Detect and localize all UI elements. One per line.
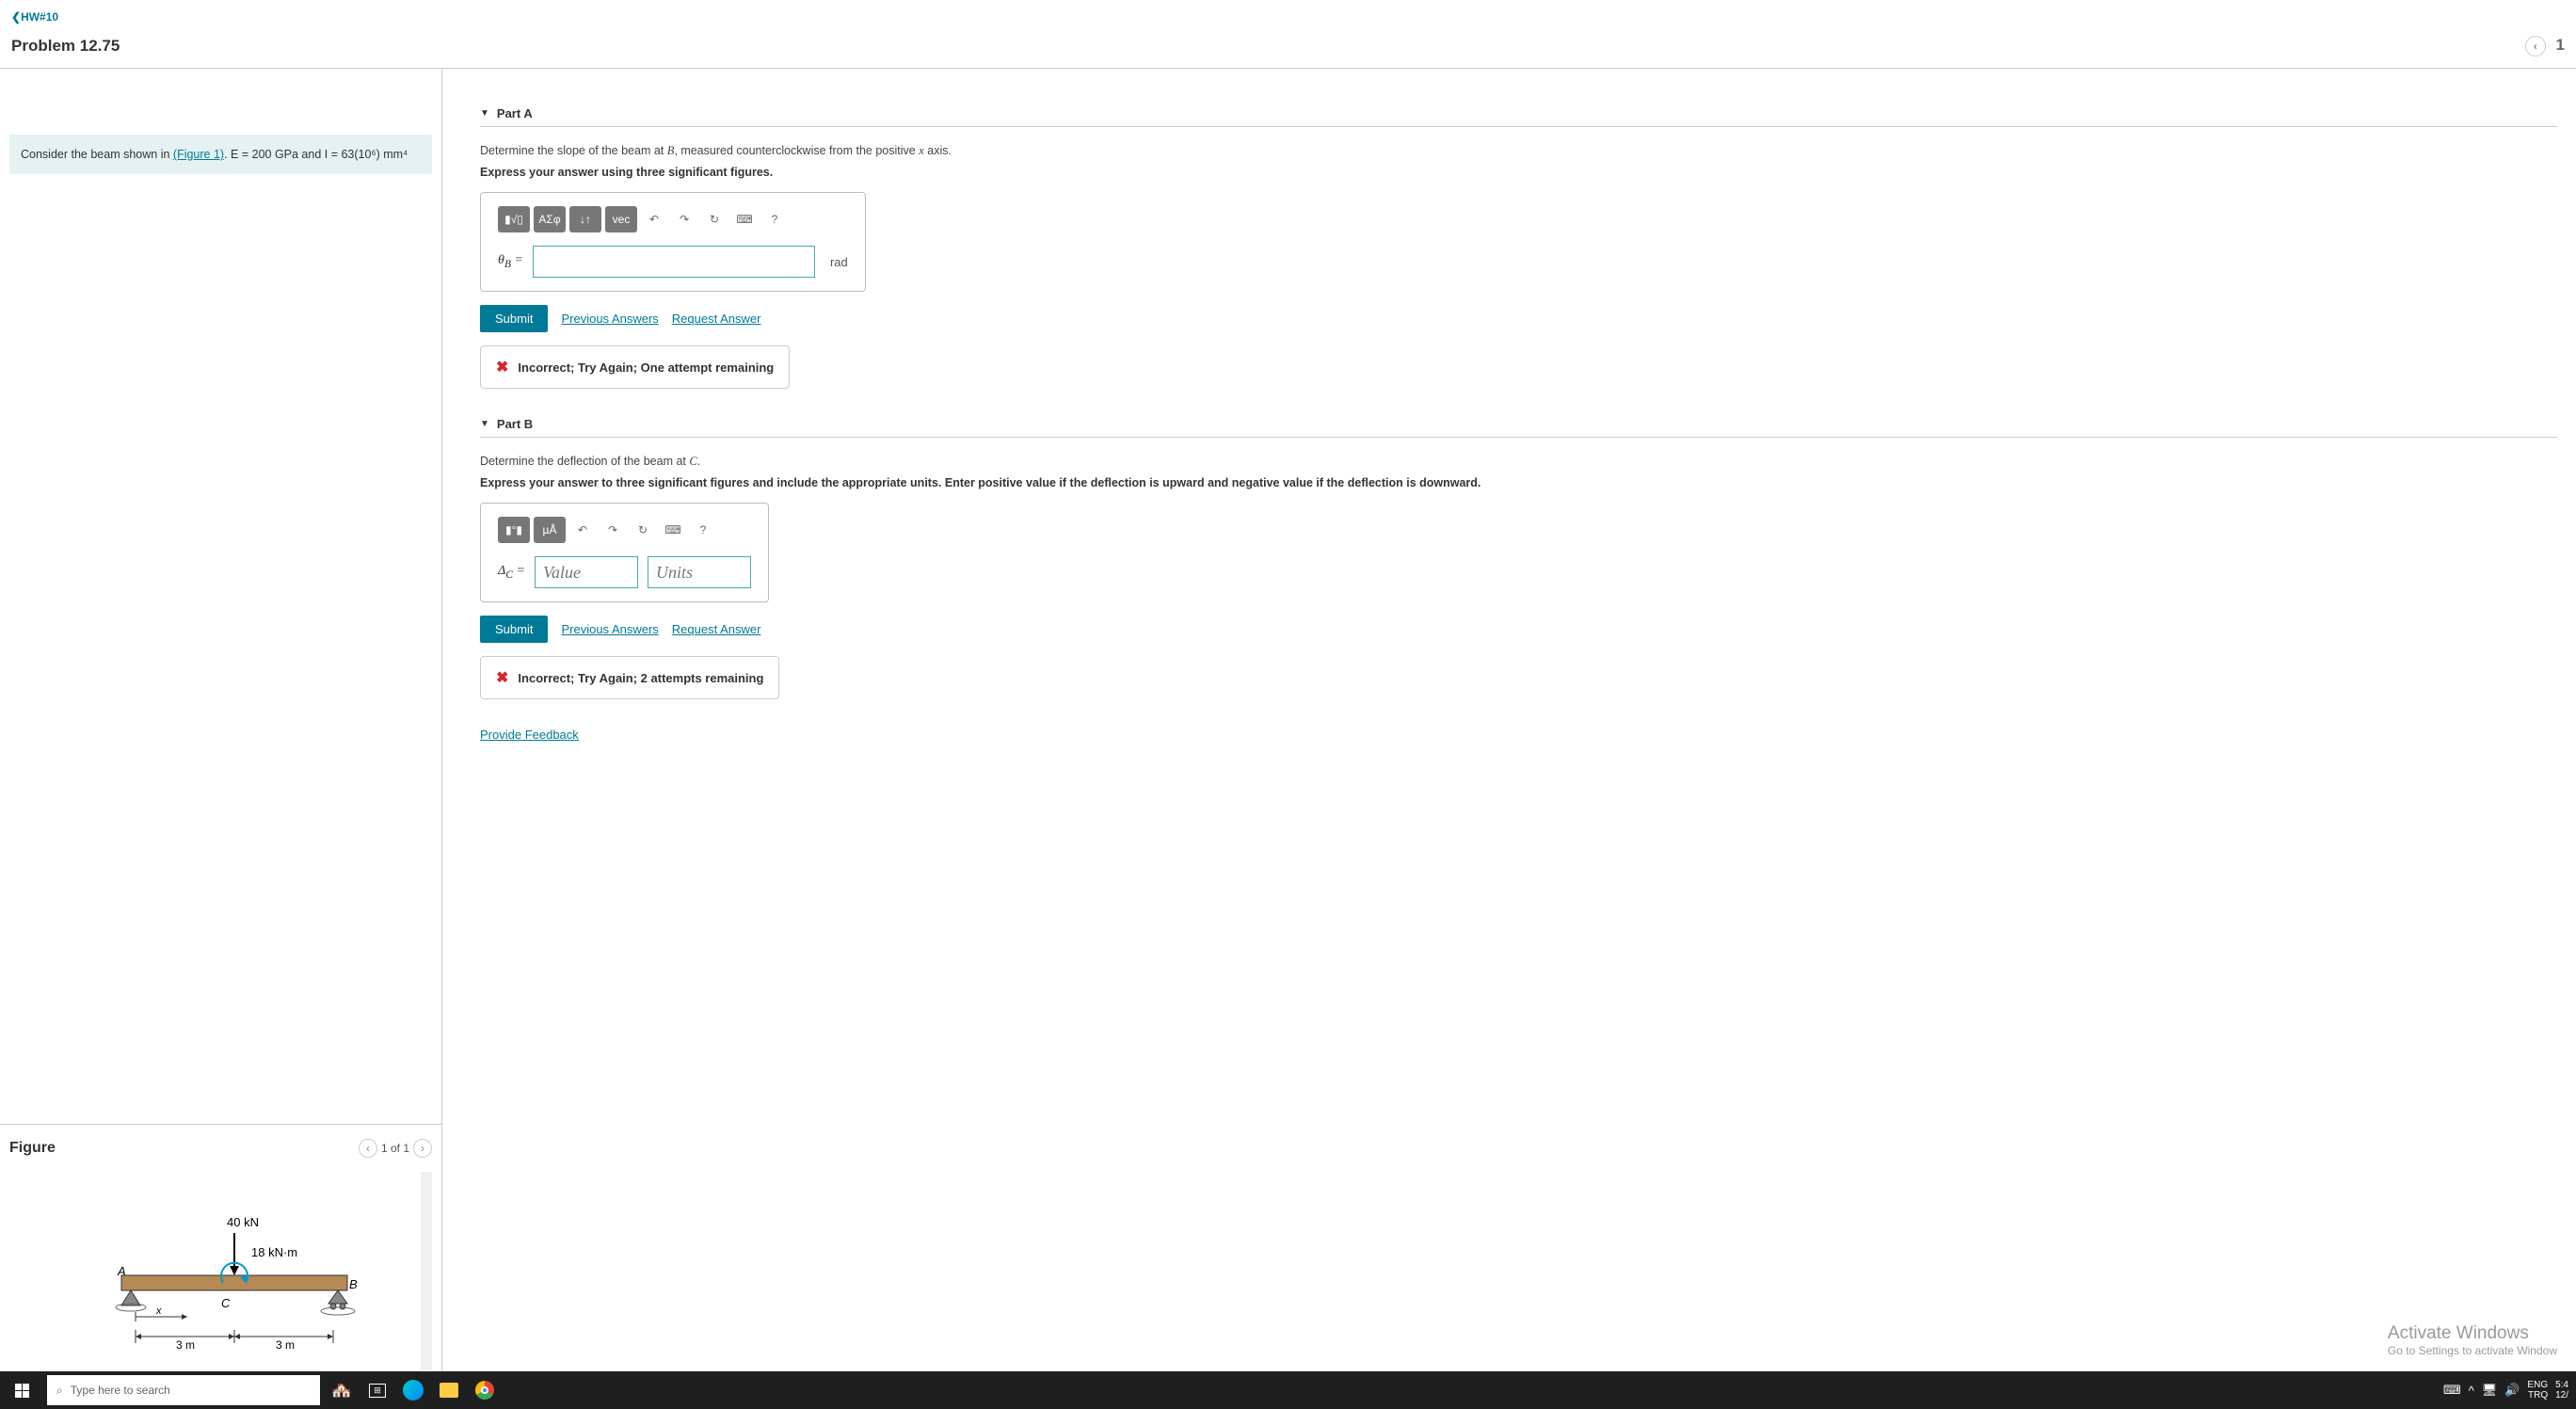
part-b: ▼ Part B Determine the deflection of the…: [480, 417, 2557, 699]
figure-heading: Figure: [9, 1140, 56, 1157]
part-b-header[interactable]: ▼ Part B: [480, 417, 2557, 438]
incorrect-icon: ✖: [496, 668, 508, 687]
start-button[interactable]: [0, 1384, 43, 1398]
incorrect-icon: ✖: [496, 358, 508, 376]
part-b-question: Determine the deflection of the beam at …: [480, 455, 2557, 469]
figure-canvas: 40 kN 18 kN·m A B C x: [9, 1172, 432, 1379]
edge-icon[interactable]: [395, 1371, 431, 1409]
part-a-var-label: θB =: [498, 253, 523, 270]
moment-label: 18 kN·m: [251, 1245, 297, 1259]
part-a-question: Determine the slope of the beam at B, me…: [480, 144, 2557, 158]
breadcrumb-hw[interactable]: ❮HW#10: [11, 10, 58, 24]
part-a: ▼ Part A Determine the slope of the beam…: [480, 106, 2557, 389]
tray-chevron-icon[interactable]: ^: [2469, 1384, 2474, 1398]
tool-template-button[interactable]: ▮°▮: [498, 517, 530, 543]
windows-icon: [15, 1384, 29, 1398]
figure-pager-label: 1 of 1: [381, 1142, 409, 1155]
part-a-answer-box: ▮√▯ ΑΣφ ↓↑ vec ↶ ↷ ↻ ⌨ ? θB = rad: [480, 192, 866, 292]
undo-button[interactable]: ↶: [641, 206, 667, 232]
redo-button[interactable]: ↷: [600, 517, 626, 543]
search-icon: ⌕: [56, 1384, 63, 1398]
tray-volume-icon[interactable]: 🔊: [2504, 1383, 2520, 1398]
part-a-instruction: Express your answer using three signific…: [480, 166, 2557, 179]
part-a-feedback: ✖ Incorrect; Try Again; One attempt rema…: [480, 345, 790, 389]
part-b-value-input[interactable]: [535, 556, 638, 588]
part-b-units-input[interactable]: [648, 556, 751, 588]
part-b-instruction: Express your answer to three significant…: [480, 476, 2557, 489]
tool-symbols-button[interactable]: ΑΣφ: [534, 206, 566, 232]
part-b-feedback: ✖ Incorrect; Try Again; 2 attempts remai…: [480, 656, 779, 699]
part-b-previous-answers-link[interactable]: Previous Answers: [561, 622, 658, 636]
part-b-label: Part B: [497, 417, 533, 431]
tool-subscript-button[interactable]: ↓↑: [569, 206, 601, 232]
label-B: B: [349, 1277, 358, 1291]
search-placeholder: Type here to search: [71, 1384, 170, 1397]
part-a-previous-answers-link[interactable]: Previous Answers: [561, 312, 658, 326]
help-button[interactable]: ?: [690, 517, 716, 543]
collapse-icon: ▼: [480, 108, 489, 119]
problem-statement: Consider the beam shown in (Figure 1). E…: [9, 135, 432, 174]
part-a-header[interactable]: ▼ Part A: [480, 106, 2557, 127]
undo-button[interactable]: ↶: [569, 517, 596, 543]
part-b-feedback-text: Incorrect; Try Again; 2 attempts remaini…: [518, 671, 763, 685]
part-a-label: Part A: [497, 106, 533, 120]
problem-title-bar: Problem 12.75 ‹ 1: [0, 28, 2576, 69]
tray-clock[interactable]: 5:4 12/: [2555, 1380, 2568, 1401]
keyboard-button[interactable]: ⌨: [660, 517, 686, 543]
part-a-submit-button[interactable]: Submit: [480, 305, 548, 332]
nav-prev-button[interactable]: ‹: [2525, 36, 2546, 56]
figure-prev-button[interactable]: ‹: [359, 1139, 377, 1158]
tool-units-button[interactable]: µÅ: [534, 517, 566, 543]
taskbar: ⌕ Type here to search 🏘️ ⊞ ⌨ ^ 🖥 🔊 ENG T…: [0, 1371, 2576, 1409]
tray-language[interactable]: ENG TRQ: [2527, 1380, 2548, 1401]
tool-template-button[interactable]: ▮√▯: [498, 206, 530, 232]
reset-button[interactable]: ↻: [701, 206, 728, 232]
redo-button[interactable]: ↷: [671, 206, 697, 232]
load-label: 40 kN: [227, 1215, 259, 1229]
nav-counter: 1: [2556, 36, 2565, 54]
part-a-input[interactable]: [533, 246, 815, 278]
provide-feedback-link[interactable]: Provide Feedback: [480, 728, 579, 742]
x-label: x: [155, 1305, 162, 1317]
figure-next-button[interactable]: ›: [413, 1139, 432, 1158]
problem-nav: ‹ 1: [2520, 36, 2565, 56]
part-b-answer-box: ▮°▮ µÅ ↶ ↷ ↻ ⌨ ? ΔC =: [480, 503, 769, 602]
tool-vec-button[interactable]: vec: [605, 206, 637, 232]
figure-pager: ‹ 1 of 1 ›: [359, 1139, 432, 1158]
reset-button[interactable]: ↻: [630, 517, 656, 543]
stmt-suffix: . E = 200 GPa and I = 63(10⁶) mm⁴: [224, 148, 408, 161]
label-A: A: [117, 1264, 126, 1278]
keyboard-button[interactable]: ⌨: [731, 206, 758, 232]
tray-keyboard-icon[interactable]: ⌨: [2443, 1383, 2461, 1398]
part-a-request-answer-link[interactable]: Request Answer: [672, 312, 761, 326]
part-b-var-label: ΔC =: [498, 564, 525, 581]
chrome-icon[interactable]: [467, 1371, 503, 1409]
tray-display-icon[interactable]: 🖥: [2482, 1383, 2498, 1398]
figure-link[interactable]: (Figure 1): [173, 148, 224, 161]
dim-left: 3 m: [176, 1338, 195, 1352]
taskbar-search[interactable]: ⌕ Type here to search: [47, 1375, 320, 1405]
part-b-request-answer-link[interactable]: Request Answer: [672, 622, 761, 636]
dim-right: 3 m: [276, 1338, 295, 1352]
part-a-feedback-text: Incorrect; Try Again; One attempt remain…: [518, 360, 774, 375]
stmt-prefix: Consider the beam shown in: [21, 148, 173, 161]
taskbar-weather[interactable]: 🏘️: [324, 1371, 360, 1409]
collapse-icon: ▼: [480, 419, 489, 429]
task-view-button[interactable]: ⊞: [360, 1371, 395, 1409]
chevron-left-icon: ❮: [11, 10, 21, 24]
problem-title: Problem 12.75: [11, 37, 120, 56]
breadcrumb-label: HW#10: [21, 10, 58, 24]
explorer-icon[interactable]: [431, 1371, 467, 1409]
help-button[interactable]: ?: [761, 206, 788, 232]
label-C: C: [221, 1296, 231, 1310]
part-a-unit: rad: [830, 255, 848, 269]
part-b-submit-button[interactable]: Submit: [480, 616, 548, 643]
